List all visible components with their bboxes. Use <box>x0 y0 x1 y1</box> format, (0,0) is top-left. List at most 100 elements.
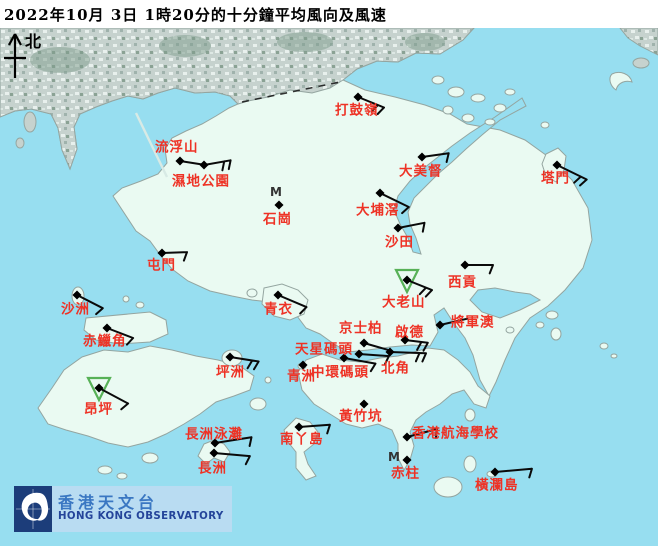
station-group: M赤柱 <box>388 450 420 482</box>
station-label: 沙洲 <box>61 302 90 318</box>
wind-barb-icon <box>379 192 410 215</box>
station-label: 赤鱲角 <box>83 333 127 350</box>
sheltered-triangle-icon <box>86 376 112 403</box>
shekou-islet <box>23 111 37 133</box>
station-group: 坪洲 <box>216 352 260 381</box>
station-dot <box>490 467 500 477</box>
station-label: 大埔滘 <box>356 202 400 219</box>
station-group: 大美督 <box>399 152 450 180</box>
station-dot <box>393 223 403 233</box>
station-label: 赤柱 <box>391 465 420 482</box>
station-label: 大老山 <box>382 294 426 311</box>
station-group: 沙田 <box>385 221 426 251</box>
station-dot <box>354 349 364 359</box>
station-dot <box>402 455 412 465</box>
station-label: 沙田 <box>385 235 414 251</box>
dapeng-islet <box>632 57 650 69</box>
maintenance-marker: M <box>388 450 400 464</box>
wind-barb-icon <box>406 428 438 439</box>
station-group: 將軍澳 <box>435 314 494 331</box>
station-group: 西貢 <box>448 260 494 291</box>
station-dot <box>199 160 209 170</box>
wind-barb-icon <box>214 436 253 447</box>
north-arrow-icon <box>4 33 26 78</box>
station-group: 大埔滘 <box>356 188 410 219</box>
wind-barb-icon <box>397 221 426 233</box>
station-label: 長洲泳灘 <box>185 426 243 443</box>
station-group: 打鼓嶺 <box>335 92 385 119</box>
station-group: 塔門 <box>541 160 588 187</box>
port-shelter-bay <box>469 287 542 319</box>
wind-barb-icon <box>556 164 588 187</box>
station-dot <box>402 275 412 285</box>
station-group: 赤鱲角 <box>83 323 135 350</box>
wind-barb-icon <box>343 357 377 373</box>
page-title: 2022年10月 3日 1時20分的十分鐘平均風向及風速 <box>4 6 387 24</box>
station-group: 屯門 <box>147 248 188 274</box>
station-dot <box>209 448 219 458</box>
wind-barb-icon <box>203 159 232 172</box>
hko-logo-english: HONG KONG OBSERVATORY <box>58 511 224 523</box>
station-dot <box>210 438 220 448</box>
station-group: 京士柏 <box>339 320 393 352</box>
wind-barb-icon <box>298 423 331 435</box>
wind-barb-icon <box>76 294 104 316</box>
station-dot <box>274 200 284 210</box>
wind-barb-icon <box>213 452 251 466</box>
station-dot <box>359 399 369 409</box>
station-dot <box>225 352 235 362</box>
station-label: 香港航海學校 <box>411 425 499 442</box>
station-group: M 石崗 <box>262 185 292 228</box>
wind-barb-icon <box>229 356 260 371</box>
station-group: 香港航海學校 <box>402 425 499 442</box>
station-group: 濕地公園 <box>172 159 232 190</box>
wind-barb-icon <box>494 467 533 479</box>
station-group: 啟德 <box>395 324 429 352</box>
station-label: 濕地公園 <box>172 173 230 190</box>
station-dot <box>273 290 283 300</box>
station-dot <box>435 320 445 330</box>
shekou-islet <box>15 137 25 149</box>
station-label: 北角 <box>381 360 410 377</box>
hko-logo-chinese: 香港天文台 <box>58 493 159 513</box>
station-label: 大美督 <box>399 163 443 180</box>
station-label: 長洲 <box>198 461 227 477</box>
station-group: 橫瀾島 <box>475 467 533 494</box>
station-dot <box>157 248 167 258</box>
station-group: 大老山 <box>382 268 433 311</box>
station-label: 中環碼頭 <box>311 364 369 381</box>
shenzhen-urban-area <box>0 27 476 171</box>
dapeng-corner <box>618 27 658 56</box>
title-bar: 2022年10月 3日 1時20分的十分鐘平均風向及風速 <box>0 0 658 28</box>
station-group: 沙洲 <box>61 290 104 318</box>
wind-barb-icon <box>439 317 469 326</box>
station-group: 黃竹坑 <box>338 399 382 425</box>
wind-barb-icon <box>421 152 450 163</box>
boundary-line <box>241 81 341 103</box>
wind-barb-icon <box>357 96 385 115</box>
wind-barb-icon <box>404 339 429 352</box>
islands <box>37 71 633 498</box>
station-group: 昂坪 <box>84 376 130 418</box>
station-group: 長洲 <box>198 448 251 477</box>
station-label: 石崗 <box>262 211 292 228</box>
station-label: 青洲 <box>287 368 316 385</box>
station-label: 橫瀾島 <box>475 477 519 494</box>
shenzhen-hills <box>30 47 90 73</box>
station-group: 長洲泳灘 <box>185 426 253 448</box>
station-group: 流浮山 <box>155 139 206 166</box>
station-dot <box>353 92 363 102</box>
station-label: 天星碼頭 <box>295 342 353 358</box>
station-dot <box>94 383 104 393</box>
station-label: 將軍澳 <box>451 314 495 331</box>
station-label: 南丫島 <box>280 431 324 448</box>
station-dot <box>460 260 470 270</box>
wind-barb-icon <box>98 387 130 411</box>
station-dot <box>402 432 412 442</box>
station-dot <box>552 160 562 170</box>
shenzhen-hills <box>159 35 211 57</box>
station-label: 京士柏 <box>339 320 383 337</box>
wind-barb-icon <box>277 294 308 315</box>
station-dot <box>417 152 427 162</box>
